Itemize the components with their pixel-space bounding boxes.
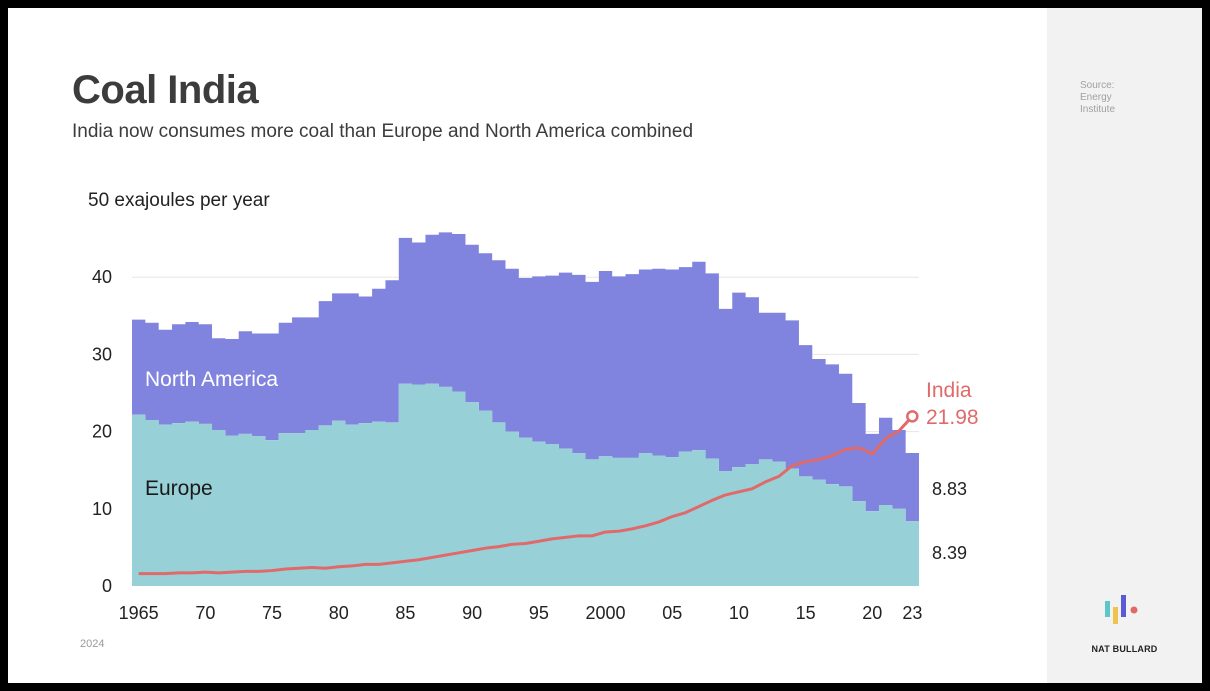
coal-chart: 0 10 20 30 40 1965 70 75 80 85 90 95 2000 05 10 15 20 23… (88, 190, 979, 623)
page-title: Coal India (72, 68, 259, 112)
x-tick-label: 1965 (119, 603, 159, 623)
x-tick-label: 90 (462, 603, 482, 623)
y-tick-label: 0 (102, 576, 112, 596)
sidebar: Source: Energy Institute NAT BULLARD (1047, 8, 1202, 683)
x-tick-label: 10 (729, 603, 749, 623)
x-tick-label: 75 (262, 603, 282, 623)
europe-label: Europe (145, 477, 213, 500)
x-tick-label: 70 (195, 603, 215, 623)
x-tick-label: 15 (796, 603, 816, 623)
y-tick-label: 20 (92, 422, 112, 442)
brand-logo-icon (1047, 593, 1202, 632)
y-axis-ticks: 0 10 20 30 40 (92, 267, 112, 596)
y-tick-label: 10 (92, 499, 112, 519)
india-label: India (926, 379, 972, 402)
footer-year: 2024 (80, 638, 105, 650)
india-line-series (138, 410, 919, 576)
x-axis-ticks: 1965 70 75 80 85 90 95 2000 05 10 15 20 23 (119, 603, 923, 623)
europe-end-value: 8.39 (932, 543, 967, 563)
x-tick-label: 05 (662, 603, 682, 623)
source-note: Source: Energy Institute (1080, 80, 1116, 115)
x-tick-label: 2000 (586, 603, 626, 623)
north-america-end-value: 8.83 (932, 479, 967, 499)
north-america-label: North America (145, 368, 278, 391)
x-tick-label: 80 (329, 603, 349, 623)
y-tick-label: 40 (92, 267, 112, 287)
india-end-value: 21.98 (926, 406, 979, 429)
x-tick-label: 95 (529, 603, 549, 623)
india-end-marker (906, 410, 919, 423)
x-tick-label: 20 (862, 603, 882, 623)
brand-name: NAT BULLARD (1091, 644, 1158, 654)
europe-area (132, 383, 919, 586)
x-tick-label: 85 (395, 603, 415, 623)
y-tick-label: 30 (92, 344, 112, 364)
x-tick-label: 23 (902, 603, 922, 623)
page-subtitle: India now consumes more coal than Europe… (72, 121, 694, 142)
area-series (132, 232, 919, 586)
north-america-area (132, 232, 919, 522)
y-axis-label: 50 exajoules per year (88, 190, 270, 211)
